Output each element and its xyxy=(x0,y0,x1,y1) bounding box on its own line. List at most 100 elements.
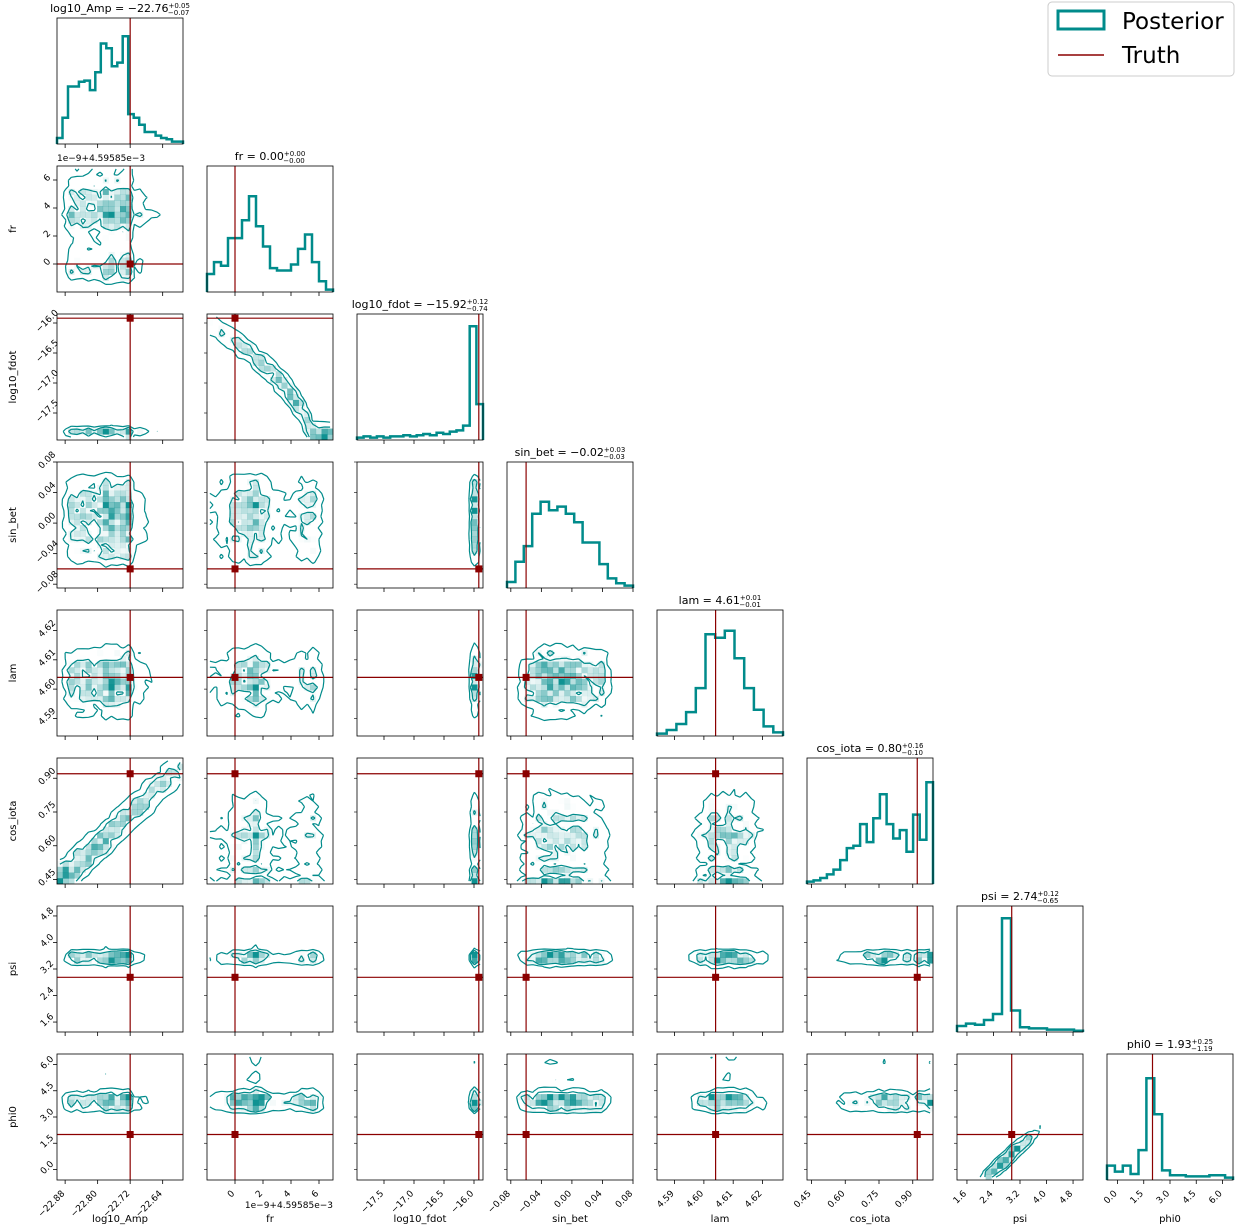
density-cell xyxy=(298,1094,305,1101)
panel-psi-fr xyxy=(204,905,334,1036)
density-cell xyxy=(97,507,104,514)
density-cell xyxy=(85,951,92,958)
density-psi-log10_Amp xyxy=(63,945,146,969)
density-cell xyxy=(85,661,92,668)
density-cell xyxy=(714,826,721,833)
density-cell xyxy=(743,821,749,827)
truth-marker xyxy=(475,1131,483,1138)
density-cell xyxy=(471,502,478,509)
density-cell xyxy=(97,1099,104,1106)
density-cell xyxy=(229,513,236,520)
density-cell xyxy=(264,496,271,503)
contour-1 xyxy=(469,655,481,702)
density-cell xyxy=(102,1099,109,1106)
ytick-label-psi: 1.6 xyxy=(39,1012,56,1029)
density-cell xyxy=(471,547,478,554)
panel-frame xyxy=(206,905,334,1033)
density-cell xyxy=(535,878,542,884)
density-cell xyxy=(529,667,536,674)
density-cell xyxy=(74,428,81,435)
density-cell xyxy=(471,484,478,491)
truth-marker xyxy=(126,673,134,681)
density-cell xyxy=(547,1094,554,1101)
density-cell xyxy=(114,525,121,532)
density-cell xyxy=(252,866,259,873)
ytick-label-phi0: 6.0 xyxy=(39,1054,56,1071)
ytick-label-cos_iota: 0.60 xyxy=(37,834,58,855)
density-cell xyxy=(292,1094,299,1101)
density-cell xyxy=(114,673,121,680)
density-cell xyxy=(125,547,132,554)
xtick-label-psi: 2.4 xyxy=(978,1189,995,1206)
density-cell xyxy=(114,661,121,668)
density-cell xyxy=(97,695,104,702)
density-cell xyxy=(91,217,98,224)
truth-marker xyxy=(522,973,530,981)
density-cell xyxy=(252,843,259,850)
density-cell xyxy=(1014,1145,1021,1152)
density-cell xyxy=(737,951,744,958)
density-cell xyxy=(558,957,565,964)
density-cell xyxy=(247,502,254,509)
density-fr-log10_Amp xyxy=(61,168,161,285)
density-cell xyxy=(97,519,104,526)
density-cell xyxy=(702,1099,709,1106)
density-cell xyxy=(97,667,104,674)
offset-text-fr: 1e−9+4.59585e−3 xyxy=(57,154,145,164)
density-cell xyxy=(114,507,121,514)
truth-marker xyxy=(475,973,483,981)
density-cell xyxy=(270,377,277,384)
density-cell xyxy=(252,695,259,702)
density-cell xyxy=(125,234,132,241)
density-cell xyxy=(68,866,75,873)
density-cell xyxy=(737,1099,744,1106)
density-cell xyxy=(737,1094,744,1101)
density-cell xyxy=(97,252,103,258)
title-sup-log10_Amp: +0.05 xyxy=(168,2,189,10)
density-cell xyxy=(558,684,565,691)
density-cell xyxy=(564,1105,571,1112)
density-cell xyxy=(108,673,115,680)
density-cell xyxy=(298,399,305,406)
density-cell xyxy=(74,217,81,224)
density-cell xyxy=(304,519,311,526)
density-cell xyxy=(165,780,172,787)
panel-frame xyxy=(56,609,184,737)
density-cell xyxy=(247,525,254,532)
density-cell xyxy=(598,1094,605,1101)
density-cell xyxy=(252,849,259,856)
truth-marker xyxy=(126,565,134,573)
density-cell xyxy=(541,1094,548,1101)
density-cell xyxy=(564,661,571,668)
density-cell xyxy=(564,690,571,697)
truth-marker xyxy=(231,770,239,778)
density-cell xyxy=(247,553,254,560)
density-cell xyxy=(524,832,531,839)
density-cell xyxy=(229,855,236,862)
density-cell xyxy=(552,878,559,884)
panel-lam-lam: lam = 4.61+0.01 −0.01 xyxy=(655,594,785,740)
xtick-label-lam: 4.62 xyxy=(743,1189,764,1210)
density-cell xyxy=(97,536,104,543)
density-cell xyxy=(74,661,81,668)
contour-1 xyxy=(469,810,481,882)
contour-0 xyxy=(835,1058,931,1114)
density-cell xyxy=(125,667,132,674)
density-cell xyxy=(252,655,259,662)
density-cell xyxy=(298,1099,305,1106)
density-cell xyxy=(91,849,98,856)
density-cell xyxy=(581,1094,588,1101)
density-cell xyxy=(1020,1139,1027,1146)
density-phi0-cos_iota xyxy=(835,1058,933,1114)
title-cos_iota: cos_iota = 0.80+0.16 −0.10 xyxy=(816,742,924,757)
density-cell xyxy=(598,678,605,685)
density-cell xyxy=(120,263,127,270)
panel-frame xyxy=(206,461,334,589)
density-cell xyxy=(125,695,132,702)
density-cell xyxy=(315,434,322,440)
density-cell xyxy=(79,206,86,213)
density-cell xyxy=(102,1094,109,1101)
density-cell xyxy=(120,194,127,201)
